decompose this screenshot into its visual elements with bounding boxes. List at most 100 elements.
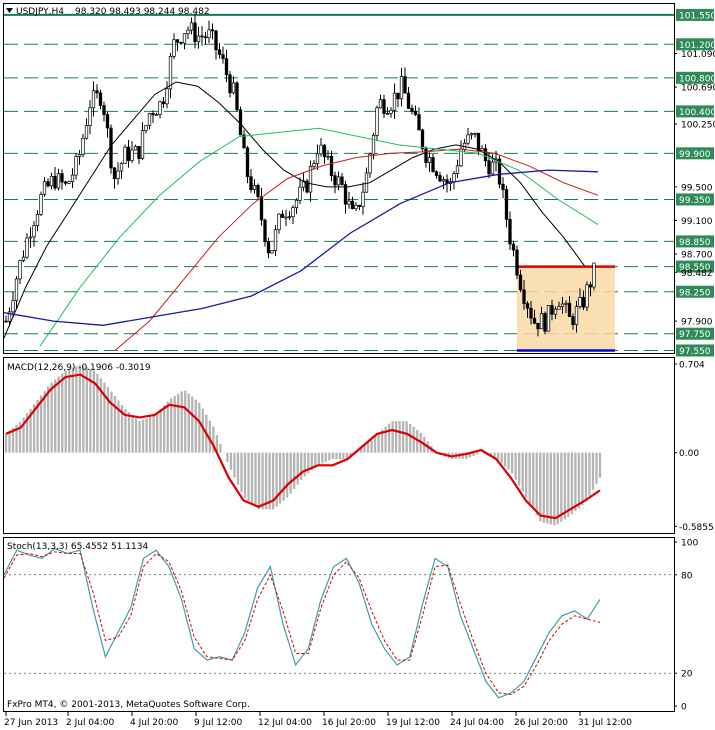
candle-body [343, 184, 348, 205]
level-tag-label: 97.550 [679, 347, 711, 357]
candle-body [203, 36, 208, 39]
candle-body [329, 155, 334, 177]
candle-body [28, 236, 33, 239]
candle-body [235, 82, 239, 111]
candle-body [350, 200, 355, 209]
level-tag-label: 101.550 [679, 11, 715, 21]
candle-body [130, 149, 134, 161]
candle-body [133, 146, 138, 151]
candle-body [476, 132, 481, 151]
candle-body [371, 134, 376, 155]
candle-body [504, 189, 509, 220]
candle-body [378, 99, 383, 109]
candle-body [431, 157, 435, 173]
candle-body [347, 200, 351, 205]
level-tag [676, 193, 714, 206]
candle-body [182, 33, 187, 44]
candle-body [49, 175, 54, 187]
stoch-title: Stoch(13,3,3) 65.4552 51.1134 [7, 542, 148, 552]
candle-body [403, 76, 407, 94]
candle-body [396, 92, 400, 100]
candle-body [452, 173, 456, 182]
time-tick-label: 24 Jul 04:00 [450, 718, 504, 728]
candle-body [270, 250, 274, 254]
candle-body [70, 174, 75, 182]
candle-body [560, 303, 565, 307]
level-tag [676, 285, 714, 298]
ohlc-label: 98.320 98.493 98.244 98.482 [75, 7, 210, 17]
candle-body [385, 113, 390, 115]
candle-body [308, 166, 313, 193]
candle-body [368, 153, 372, 174]
candle-body [11, 300, 15, 313]
dropdown-triangle-icon[interactable] [6, 8, 13, 13]
candle-body [210, 29, 215, 32]
macd-tick-label: 0.00 [679, 449, 699, 459]
sma-green-line [39, 127, 599, 347]
candle-body [53, 175, 57, 189]
symbol-label: USDJPY,H4 [16, 7, 64, 17]
price-tick-label: 99.100 [681, 217, 713, 227]
stoch-tick-label: 0 [681, 703, 687, 713]
candle-body [98, 92, 103, 106]
candle-body [413, 111, 418, 115]
candle-body [207, 29, 211, 38]
candle-body [410, 108, 414, 112]
candle-body [189, 22, 194, 31]
candle-body [77, 154, 82, 157]
candle-body [480, 148, 484, 151]
candle-body [266, 241, 271, 254]
candle-body [123, 146, 127, 164]
candle-body [63, 181, 68, 184]
candle-body [231, 82, 236, 94]
time-tick-label: 27 Jun 2013 [4, 718, 58, 728]
candle-body [46, 181, 50, 187]
stoch-main-line [3, 547, 601, 699]
price-tick-label: 97.900 [681, 318, 713, 328]
candle-body [67, 181, 71, 184]
candle-body [224, 58, 229, 76]
candle-body [511, 243, 516, 251]
candle-body [438, 175, 442, 182]
macd-title: MACD(12,26,9) -0.1906 -0.3019 [7, 363, 151, 373]
level-tag-label: 98.850 [679, 238, 711, 248]
level-tag-label: 101.200 [679, 41, 715, 51]
candle-body [529, 307, 533, 319]
candle-body [585, 284, 589, 308]
stoch-tick-label: 20 [681, 670, 693, 680]
candle-body [196, 35, 201, 43]
candle-body [539, 313, 544, 330]
candle-body [42, 181, 47, 195]
candle-body [186, 29, 190, 35]
candle-body [32, 225, 36, 238]
price-tick-label: 99.500 [681, 183, 713, 193]
level-tag-label: 99.900 [679, 150, 711, 160]
candle-body [574, 306, 579, 326]
candle-body [168, 56, 173, 90]
candle-body [406, 92, 411, 109]
candle-body [60, 173, 64, 183]
candle-body [301, 180, 306, 188]
time-tick-label: 9 Jul 12:00 [194, 718, 243, 728]
macd-tick-label: 0.704 [679, 361, 705, 371]
candle-body [588, 284, 593, 288]
candle-body [56, 173, 61, 189]
candle-body [259, 196, 264, 221]
level-tag [676, 71, 714, 84]
candle-body [294, 199, 299, 208]
time-tick-label: 19 Jul 12:00 [386, 718, 440, 728]
candle-body [424, 148, 428, 163]
candle-body [389, 109, 393, 114]
candle-body [95, 90, 99, 94]
candle-body [245, 147, 250, 177]
candle-body [161, 101, 166, 105]
candle-body [7, 311, 12, 322]
price-tick-label: 101.090 [681, 50, 715, 60]
candle-body [284, 216, 288, 219]
candle-body [39, 194, 43, 215]
candle-body [312, 163, 316, 167]
price-tick-label: 100.250 [681, 120, 715, 130]
candle-body [116, 170, 120, 180]
candle-body [102, 105, 106, 115]
